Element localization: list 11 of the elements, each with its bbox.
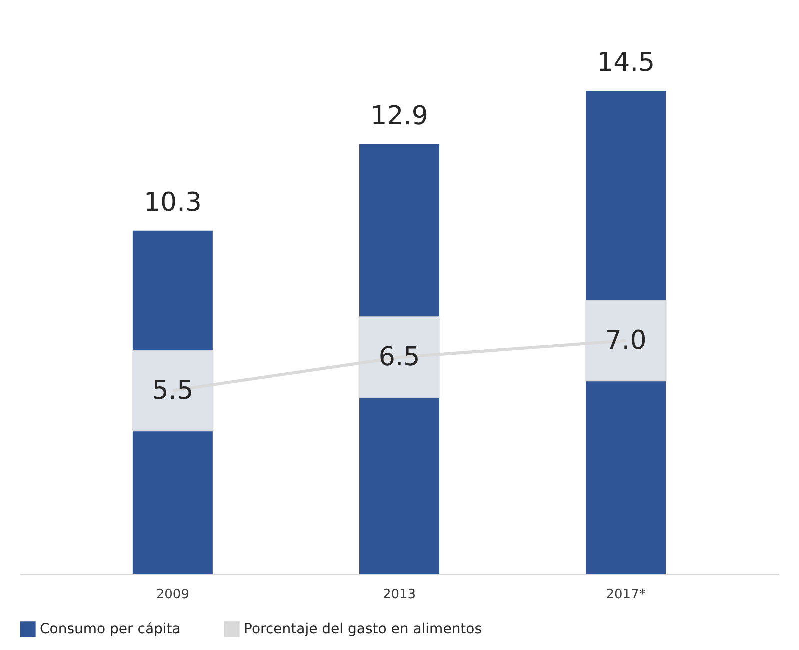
data-label: 12.9 <box>370 101 428 132</box>
data-label: 7.0 <box>605 326 647 356</box>
x-tick-label: 2009 <box>156 588 190 602</box>
x-tick-label: 2013 <box>382 588 416 602</box>
data-label: 5.5 <box>152 376 194 406</box>
data-label: 6.5 <box>378 342 420 372</box>
legend-label: Porcentaje del gasto en alimentos <box>244 621 482 638</box>
data-label: 10.3 <box>144 188 202 218</box>
x-tick-label: 2017* <box>606 588 646 602</box>
legend-label: Consumo per cápita <box>40 621 181 638</box>
data-label: 14.5 <box>597 48 656 78</box>
